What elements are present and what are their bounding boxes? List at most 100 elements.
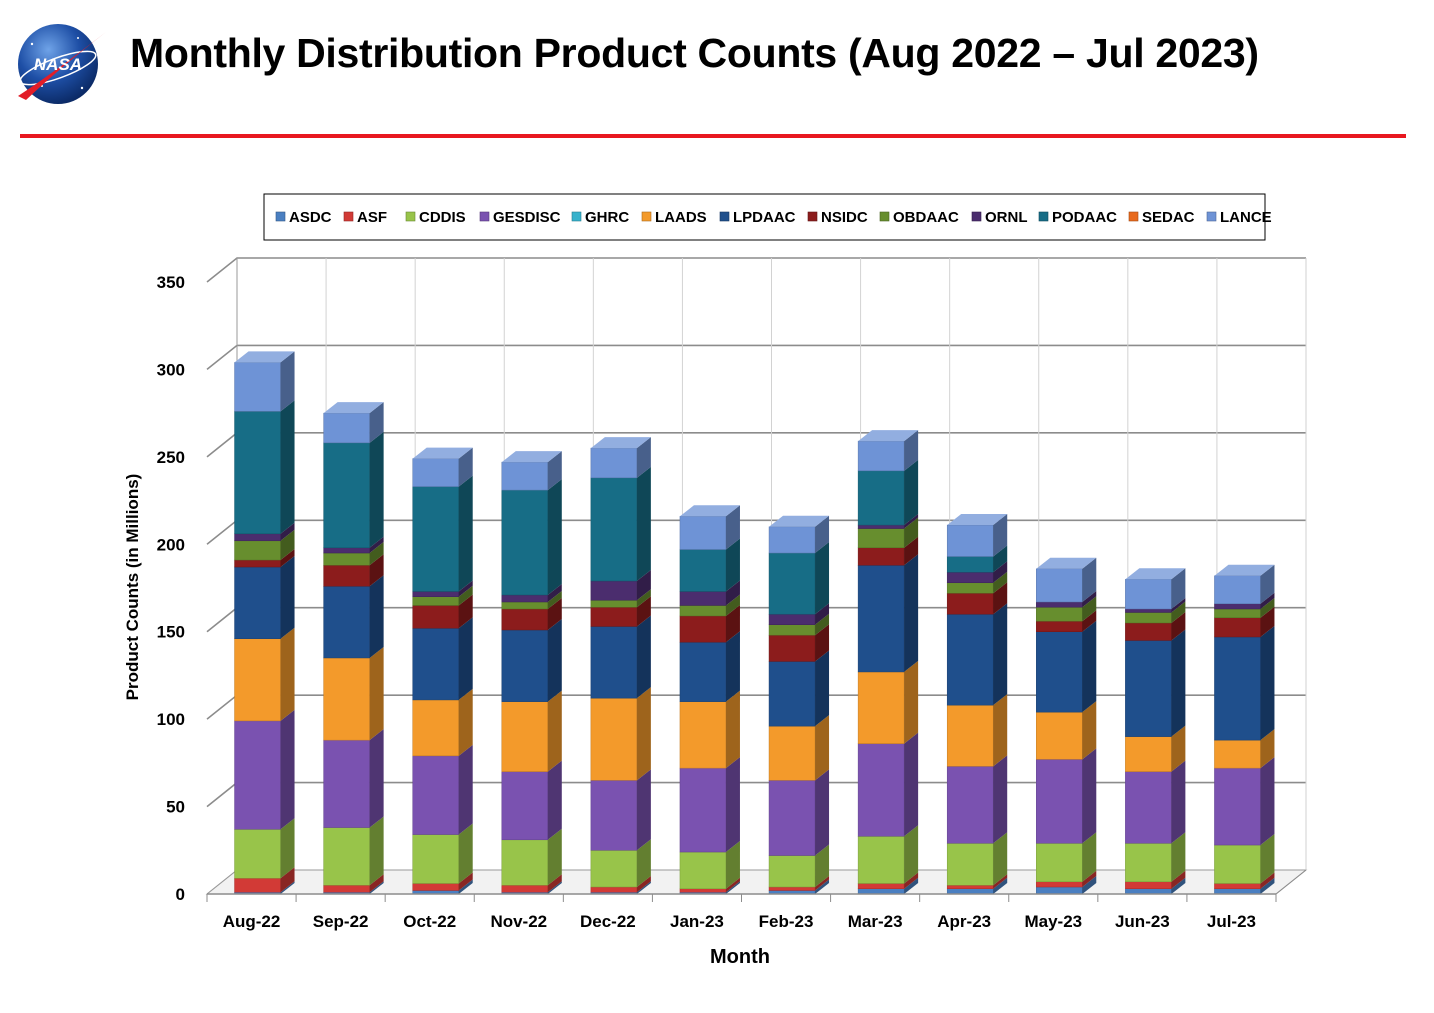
bar-side-laads (904, 660, 919, 744)
bar-segment-obdaac (412, 596, 459, 606)
bar-side-gesdisc (547, 760, 562, 840)
bar-segment-ornl (857, 524, 905, 529)
bar-segment-laads (768, 725, 816, 781)
bar-side-nsidc (1082, 610, 1097, 632)
bar-stack-Mar-23 (857, 430, 919, 895)
legend-label: OBDAAC (893, 209, 959, 226)
bar-segment-ornl (590, 580, 638, 601)
bar-segment-laads (946, 704, 994, 767)
bar-side-asdc (458, 879, 473, 894)
bar-segment-ornl (412, 591, 459, 597)
bar-segment-gesdisc (768, 780, 816, 856)
bar-side-asf (547, 874, 562, 893)
bar-side-gesdisc (369, 729, 384, 828)
bar-segment-lpdaac (1036, 631, 1083, 713)
bar-top (679, 505, 740, 517)
bar-segment-laads (1214, 739, 1261, 769)
legend-item-ornl: ORNL (971, 209, 1028, 226)
nasa-logo-icon: NASA (18, 24, 106, 104)
legend-swatch (343, 211, 354, 222)
bar-segment-lpdaac (679, 641, 727, 702)
bar-segment-asdc (946, 888, 994, 895)
bar-segment-ornl (1125, 608, 1172, 613)
bar-side-cddis (1171, 832, 1186, 882)
bar-side-gesdisc (280, 709, 295, 830)
bar-side-asdc (1082, 876, 1097, 894)
bar-top (412, 447, 473, 459)
legend-item-asdc: ASDC (275, 209, 332, 226)
bar-top (1214, 564, 1275, 576)
bar-segment-lance (1214, 575, 1261, 604)
bar-segment-cddis (946, 843, 994, 886)
bar-side-lance (904, 430, 919, 471)
bar-segment-cddis (234, 829, 281, 879)
bar-segment-asdc (1036, 886, 1083, 895)
bar-segment-laads (857, 671, 905, 744)
bar-segment-lance (679, 516, 727, 550)
x-tick-label: Dec-22 (580, 912, 636, 931)
bar-segment-obdaac (946, 582, 994, 594)
bar-side-laads (636, 687, 651, 781)
bar-side-ornl (280, 522, 295, 541)
bar-side-lance (1171, 568, 1186, 609)
bar-segment-asf (679, 888, 727, 893)
bar-side-obdaac (547, 590, 562, 609)
bar-side-asf (1260, 872, 1275, 889)
y-tick-label: 0 (176, 885, 185, 904)
y-tick-label: 50 (166, 798, 185, 817)
bar-side-gesdisc (904, 732, 919, 837)
bar-side-asf (636, 876, 651, 893)
bar-side-ornl (1260, 592, 1275, 609)
bar-side-podaac (458, 475, 473, 592)
legend-label: GESDISC (493, 209, 561, 226)
bar-segment-asdc (857, 888, 905, 895)
legend-item-sedac: SEDAC (1128, 209, 1195, 226)
bar-side-lpdaac (1260, 625, 1275, 741)
bar-side-laads (1082, 701, 1097, 760)
bar-segment-podaac (412, 486, 459, 592)
bar-side-nsidc (280, 549, 295, 568)
bar-side-lpdaac (1171, 629, 1186, 737)
legend-swatch (1128, 211, 1139, 222)
bar-segment-ornl (768, 613, 816, 625)
bar-side-cddis (1260, 834, 1275, 884)
legend-label: ASDC (289, 209, 332, 226)
bar-segment-gesdisc (1214, 767, 1261, 846)
x-axis-depth-line (1275, 869, 1307, 895)
bar-side-nsidc (993, 582, 1008, 615)
bar-segment-gesdisc (501, 771, 549, 841)
bar-segment-lpdaac (323, 586, 370, 659)
bar-segment-asf (857, 883, 905, 890)
legend-item-ghrc: GHRC (571, 209, 629, 226)
bar-side-asf (280, 867, 295, 893)
legend-item-nsidc: NSIDC (807, 209, 868, 226)
legend-item-asf: ASF (343, 209, 387, 226)
bar-segment-podaac (501, 489, 549, 596)
bar-stack-Feb-23 (768, 515, 830, 895)
bar-side-laads (547, 690, 562, 772)
bar-side-cddis (725, 841, 740, 889)
bar-side-gesdisc (1171, 760, 1186, 844)
x-tick-label: Mar-23 (848, 912, 903, 931)
bar-side-asdc (815, 879, 830, 894)
bar-side-lpdaac (458, 617, 473, 700)
bar-side-asf (993, 874, 1008, 889)
bar-segment-asf (1125, 881, 1172, 890)
bar-segment-obdaac (590, 599, 638, 608)
bar-side-lpdaac (815, 650, 830, 727)
bar-top (323, 402, 384, 414)
bar-side-laads (280, 627, 295, 721)
bar-segment-lance (857, 440, 905, 472)
bar-side-nsidc (636, 596, 651, 627)
bar-stack-Apr-23 (946, 514, 1008, 895)
bar-segment-asdc (1214, 888, 1261, 895)
bar-top (501, 451, 562, 463)
bar-segment-nsidc (1125, 622, 1172, 641)
legend-swatch (879, 211, 890, 222)
legend-swatch (719, 211, 730, 222)
legend-swatch (479, 211, 490, 222)
chart-legend: ASDC ASF CDDIS GESDISC GHRC LAADS LPDAAC NSIDC O… (263, 193, 1272, 241)
bar-side-obdaac (815, 613, 830, 636)
bar-side-asf (815, 876, 830, 891)
